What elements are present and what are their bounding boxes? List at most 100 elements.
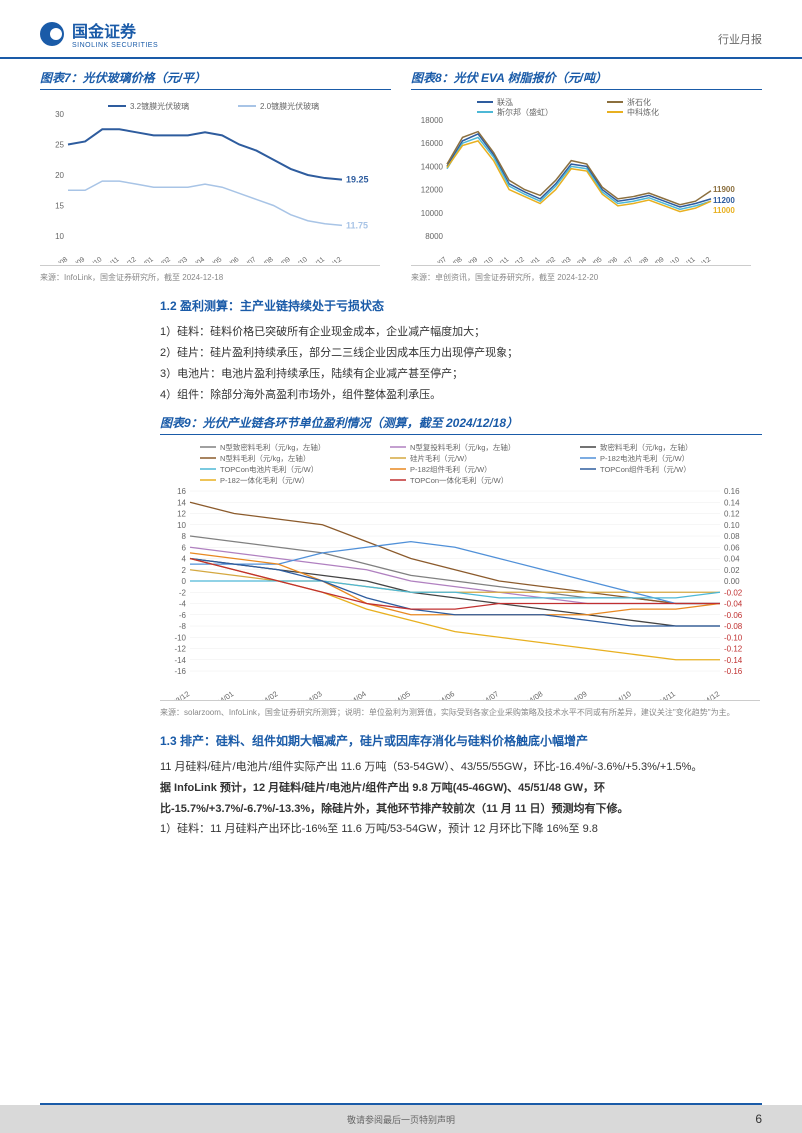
svg-text:2024/02: 2024/02	[252, 689, 279, 701]
svg-text:24/08: 24/08	[632, 256, 650, 266]
chart8-title: 图表8：光伏 EVA 树脂报价（元/吨）	[411, 69, 762, 90]
svg-text:0.02: 0.02	[724, 565, 740, 574]
svg-text:24/05: 24/05	[205, 256, 223, 266]
chart7-svg: 3.2镀膜光伏玻璃2.0镀膜光伏玻璃101520253023/0823/0923…	[40, 96, 380, 266]
svg-text:23/08: 23/08	[51, 256, 69, 266]
svg-text:-16: -16	[174, 667, 186, 676]
svg-text:P-182组件毛利（元/W）: P-182组件毛利（元/W）	[410, 464, 492, 474]
svg-text:24/04: 24/04	[188, 256, 206, 266]
section12-line4: 4）组件：除部分海外高盈利市场外，组件整体盈利承压。	[160, 385, 762, 406]
svg-text:11200: 11200	[713, 196, 735, 205]
svg-text:联泓: 联泓	[497, 98, 513, 107]
svg-text:2024/10: 2024/10	[605, 689, 632, 701]
svg-text:23/11: 23/11	[103, 256, 121, 266]
svg-text:2024/03: 2024/03	[296, 689, 323, 701]
svg-text:-0.04: -0.04	[724, 599, 743, 608]
svg-text:11900: 11900	[713, 185, 735, 194]
svg-text:-0.14: -0.14	[724, 655, 743, 664]
chart8-box: 图表8：光伏 EVA 树脂报价（元/吨） 联泓浙石化斯尔邦（盛虹）中科炼化800…	[411, 69, 762, 283]
svg-text:23/10: 23/10	[477, 256, 495, 266]
svg-text:23/11: 23/11	[493, 256, 511, 266]
svg-text:2: 2	[182, 565, 187, 574]
svg-text:6: 6	[182, 543, 187, 552]
svg-text:18000: 18000	[421, 116, 444, 125]
section13-para3: 1）硅料：11 月硅料产出环比-16%至 11.6 万吨/53-54GW，预计 …	[160, 819, 762, 840]
svg-text:斯尔邦（盛虹）: 斯尔邦（盛虹）	[497, 107, 553, 117]
footer: 敬请参阅最后一页特别声明 6	[0, 1105, 802, 1133]
svg-text:2024/07: 2024/07	[473, 689, 500, 701]
svg-text:24/06: 24/06	[601, 256, 619, 266]
svg-text:24/11: 24/11	[309, 256, 327, 266]
svg-text:0.12: 0.12	[724, 509, 740, 518]
chart7-source: 来源：InfoLink，国金证券研究所，截至 2024-12-18	[40, 272, 391, 283]
svg-text:25: 25	[55, 141, 64, 150]
content: 图表7：光伏玻璃价格（元/平） 3.2镀膜光伏玻璃2.0镀膜光伏玻璃101520…	[0, 59, 802, 840]
svg-text:24/10: 24/10	[291, 256, 309, 266]
logo-cn: 国金证券	[72, 18, 158, 42]
section13-heading: 1.3 排产：硅料、组件如期大幅减产，硅片或因库存消化与硅料价格触底小幅增产	[160, 732, 762, 749]
svg-text:16000: 16000	[421, 139, 444, 148]
svg-text:-0.06: -0.06	[724, 610, 743, 619]
svg-text:-4: -4	[179, 599, 187, 608]
chart9-svg: N型致密料毛利（元/kg，左轴）N型复投料毛利（元/kg，左轴）致密料毛利（元/…	[160, 441, 760, 701]
svg-text:0.06: 0.06	[724, 543, 740, 552]
svg-text:24/09: 24/09	[274, 256, 292, 266]
svg-text:23/12: 23/12	[120, 256, 138, 266]
svg-text:24/12: 24/12	[325, 256, 343, 266]
chart7-title: 图表7：光伏玻璃价格（元/平）	[40, 69, 391, 90]
svg-text:N型料毛利（元/kg，左轴）: N型料毛利（元/kg，左轴）	[220, 453, 310, 463]
svg-text:0: 0	[182, 577, 187, 586]
svg-text:23/08: 23/08	[446, 256, 464, 266]
section12-heading: 1.2 盈利测算：主产业链持续处于亏损状态	[160, 297, 762, 314]
svg-text:8: 8	[182, 532, 187, 541]
svg-text:2024/08: 2024/08	[517, 689, 544, 701]
svg-text:12000: 12000	[421, 186, 444, 195]
svg-text:0.04: 0.04	[724, 554, 740, 563]
svg-text:23/07: 23/07	[430, 256, 448, 266]
svg-text:-14: -14	[174, 655, 186, 664]
svg-text:2.0镀膜光伏玻璃: 2.0镀膜光伏玻璃	[260, 101, 319, 111]
svg-text:N型复投料毛利（元/kg，左轴）: N型复投料毛利（元/kg，左轴）	[410, 442, 515, 452]
svg-text:0.14: 0.14	[724, 498, 740, 507]
svg-text:0.08: 0.08	[724, 532, 740, 541]
chart-row-7-8: 图表7：光伏玻璃价格（元/平） 3.2镀膜光伏玻璃2.0镀膜光伏玻璃101520…	[40, 69, 762, 283]
svg-text:24/07: 24/07	[617, 256, 635, 266]
logo-en: SINOLINK SECURITIES	[72, 42, 158, 49]
svg-text:-12: -12	[174, 644, 186, 653]
svg-text:2023/12: 2023/12	[164, 689, 191, 701]
svg-text:14000: 14000	[421, 162, 444, 171]
section13-para2: 据 InfoLink 预计，12 月硅料/硅片/电池片/组件产出 9.8 万吨(…	[160, 778, 762, 820]
svg-text:P-182一体化毛利（元/W）: P-182一体化毛利（元/W）	[220, 475, 309, 485]
header-category: 行业月报	[718, 21, 762, 47]
section13-para1: 11 月硅料/硅片/电池片/组件实际产出 11.6 万吨（53-54GW）、43…	[160, 757, 762, 778]
svg-text:12: 12	[177, 509, 186, 518]
svg-text:-0.10: -0.10	[724, 633, 743, 642]
svg-text:P-182电池片毛利（元/W）: P-182电池片毛利（元/W）	[600, 453, 689, 463]
svg-text:浙石化: 浙石化	[627, 97, 651, 107]
svg-text:4: 4	[182, 554, 187, 563]
chart7-box: 图表7：光伏玻璃价格（元/平） 3.2镀膜光伏玻璃2.0镀膜光伏玻璃101520…	[40, 69, 391, 283]
svg-text:0.16: 0.16	[724, 487, 740, 496]
svg-text:30: 30	[55, 110, 64, 119]
chart9-source: 来源：solarzoom、InfoLink，国金证券研究所测算；说明：单位盈利为…	[160, 707, 762, 718]
svg-text:24/09: 24/09	[648, 256, 666, 266]
section12-line1: 1）硅料：硅料价格已突破所有企业现金成本，企业减产幅度加大；	[160, 322, 762, 343]
svg-text:-0.16: -0.16	[724, 667, 743, 676]
svg-text:24/02: 24/02	[154, 256, 172, 266]
page-number: 6	[755, 1112, 762, 1126]
svg-text:中科炼化: 中科炼化	[627, 107, 659, 117]
svg-text:24/06: 24/06	[223, 256, 241, 266]
svg-text:24/11: 24/11	[679, 256, 697, 266]
svg-text:10000: 10000	[421, 209, 444, 218]
svg-text:24/02: 24/02	[539, 256, 557, 266]
svg-text:23/09: 23/09	[461, 256, 479, 266]
svg-text:-10: -10	[174, 633, 186, 642]
section12-line3: 3）电池片：电池片盈利持续承压，陆续有企业减产甚至停产；	[160, 364, 762, 385]
svg-text:-0.02: -0.02	[724, 588, 743, 597]
svg-text:2024/12: 2024/12	[694, 689, 721, 701]
svg-text:2024/04: 2024/04	[340, 689, 367, 701]
svg-text:24/01: 24/01	[524, 256, 542, 266]
page-header: 国金证券 SINOLINK SECURITIES 行业月报	[0, 0, 802, 59]
svg-text:24/03: 24/03	[171, 256, 189, 266]
svg-text:11.75: 11.75	[346, 220, 368, 230]
